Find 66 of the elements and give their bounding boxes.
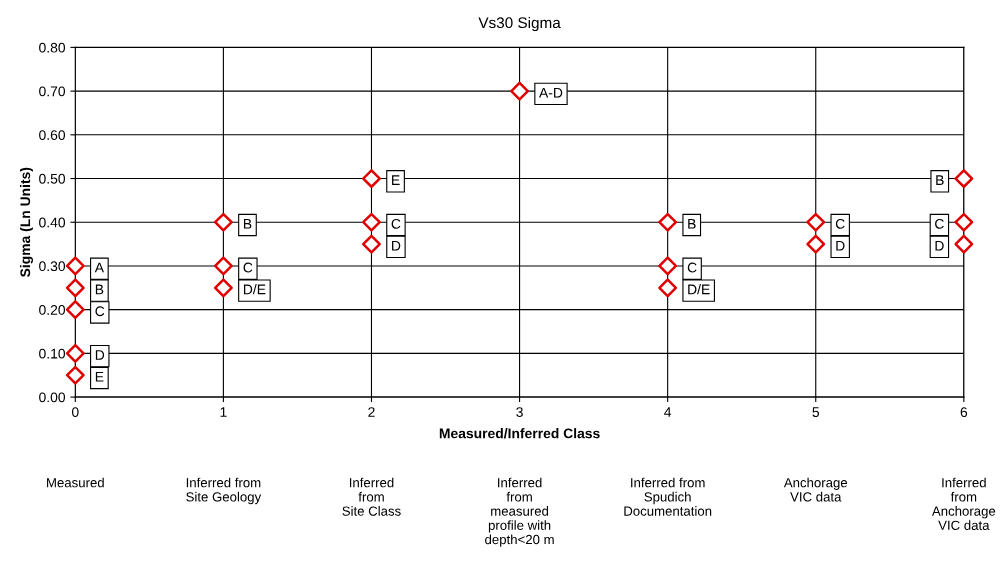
annotation: C bbox=[391, 218, 401, 229]
annotation: D/E bbox=[688, 284, 710, 295]
point bbox=[658, 278, 678, 298]
point bbox=[954, 234, 974, 254]
annotation: E bbox=[392, 175, 400, 185]
text: Measured bbox=[47, 477, 104, 488]
x-tick-label: 4 bbox=[664, 407, 672, 417]
point bbox=[65, 300, 85, 320]
point bbox=[658, 256, 678, 276]
annotation: A-D bbox=[539, 87, 563, 98]
point bbox=[213, 212, 233, 232]
y-tick-label: 0.10 bbox=[39, 348, 66, 359]
annotation: B bbox=[688, 219, 696, 229]
x-tick-label: 1 bbox=[220, 407, 227, 417]
text: Inferred from Site Geology bbox=[186, 477, 262, 505]
annotation: D bbox=[935, 240, 944, 251]
point bbox=[510, 81, 530, 101]
x-tick-label: 5 bbox=[812, 407, 820, 418]
point bbox=[954, 169, 974, 188]
annotation: B bbox=[936, 175, 944, 185]
point bbox=[954, 212, 974, 232]
annotation: D bbox=[836, 240, 845, 251]
annotation: B bbox=[243, 219, 252, 229]
point bbox=[806, 212, 826, 232]
point bbox=[213, 278, 233, 298]
y-tick-label: 0.50 bbox=[39, 173, 66, 184]
chart-title: Vs30 Sigma bbox=[478, 16, 561, 32]
x-axis-title: Measured/Inferred Class bbox=[439, 428, 600, 439]
y-tick-label: 0.30 bbox=[39, 261, 66, 272]
y-tick-label: 0.00 bbox=[39, 392, 66, 403]
y-tick-label: 0.70 bbox=[39, 86, 66, 97]
annotation: D/E bbox=[243, 284, 266, 295]
point bbox=[213, 256, 233, 276]
text: Inferred from measured profile with depth<20 m bbox=[485, 477, 554, 547]
text: Anchorage VIC data bbox=[783, 477, 848, 502]
point bbox=[658, 212, 678, 232]
annotation: A bbox=[94, 262, 104, 273]
point bbox=[65, 343, 85, 363]
x-tick-label: 3 bbox=[516, 407, 523, 418]
x-tick-label: 0 bbox=[71, 407, 79, 418]
y-tick-label: 0.20 bbox=[39, 305, 66, 315]
point bbox=[362, 234, 381, 254]
annotation: C bbox=[687, 262, 697, 273]
text: Inferred from Spudich Documentation bbox=[624, 477, 712, 516]
x-tick-label: 6 bbox=[960, 407, 968, 418]
text: Inferred from Site Class bbox=[342, 477, 401, 516]
text: Inferred from Anchorage VIC data bbox=[931, 477, 996, 530]
annotation: C bbox=[835, 218, 845, 229]
annotation: D bbox=[95, 350, 105, 360]
annotation: C bbox=[95, 306, 105, 317]
annotation: B bbox=[95, 284, 104, 295]
y-tick-label: 0.80 bbox=[39, 42, 66, 53]
x-tick-label: 2 bbox=[368, 407, 375, 417]
annotation: C bbox=[243, 262, 253, 273]
y-tick-label: 0.40 bbox=[39, 217, 66, 228]
point bbox=[65, 365, 85, 385]
point bbox=[362, 212, 381, 232]
annotation: E bbox=[95, 372, 104, 382]
annotation: D bbox=[392, 240, 401, 251]
y-axis-title: Sigma (Ln Units) bbox=[19, 167, 33, 278]
point bbox=[806, 234, 826, 254]
point bbox=[65, 256, 85, 276]
annotation: C bbox=[935, 218, 944, 229]
point bbox=[65, 278, 85, 298]
point bbox=[362, 169, 381, 188]
y-tick-label: 0.60 bbox=[39, 130, 66, 140]
